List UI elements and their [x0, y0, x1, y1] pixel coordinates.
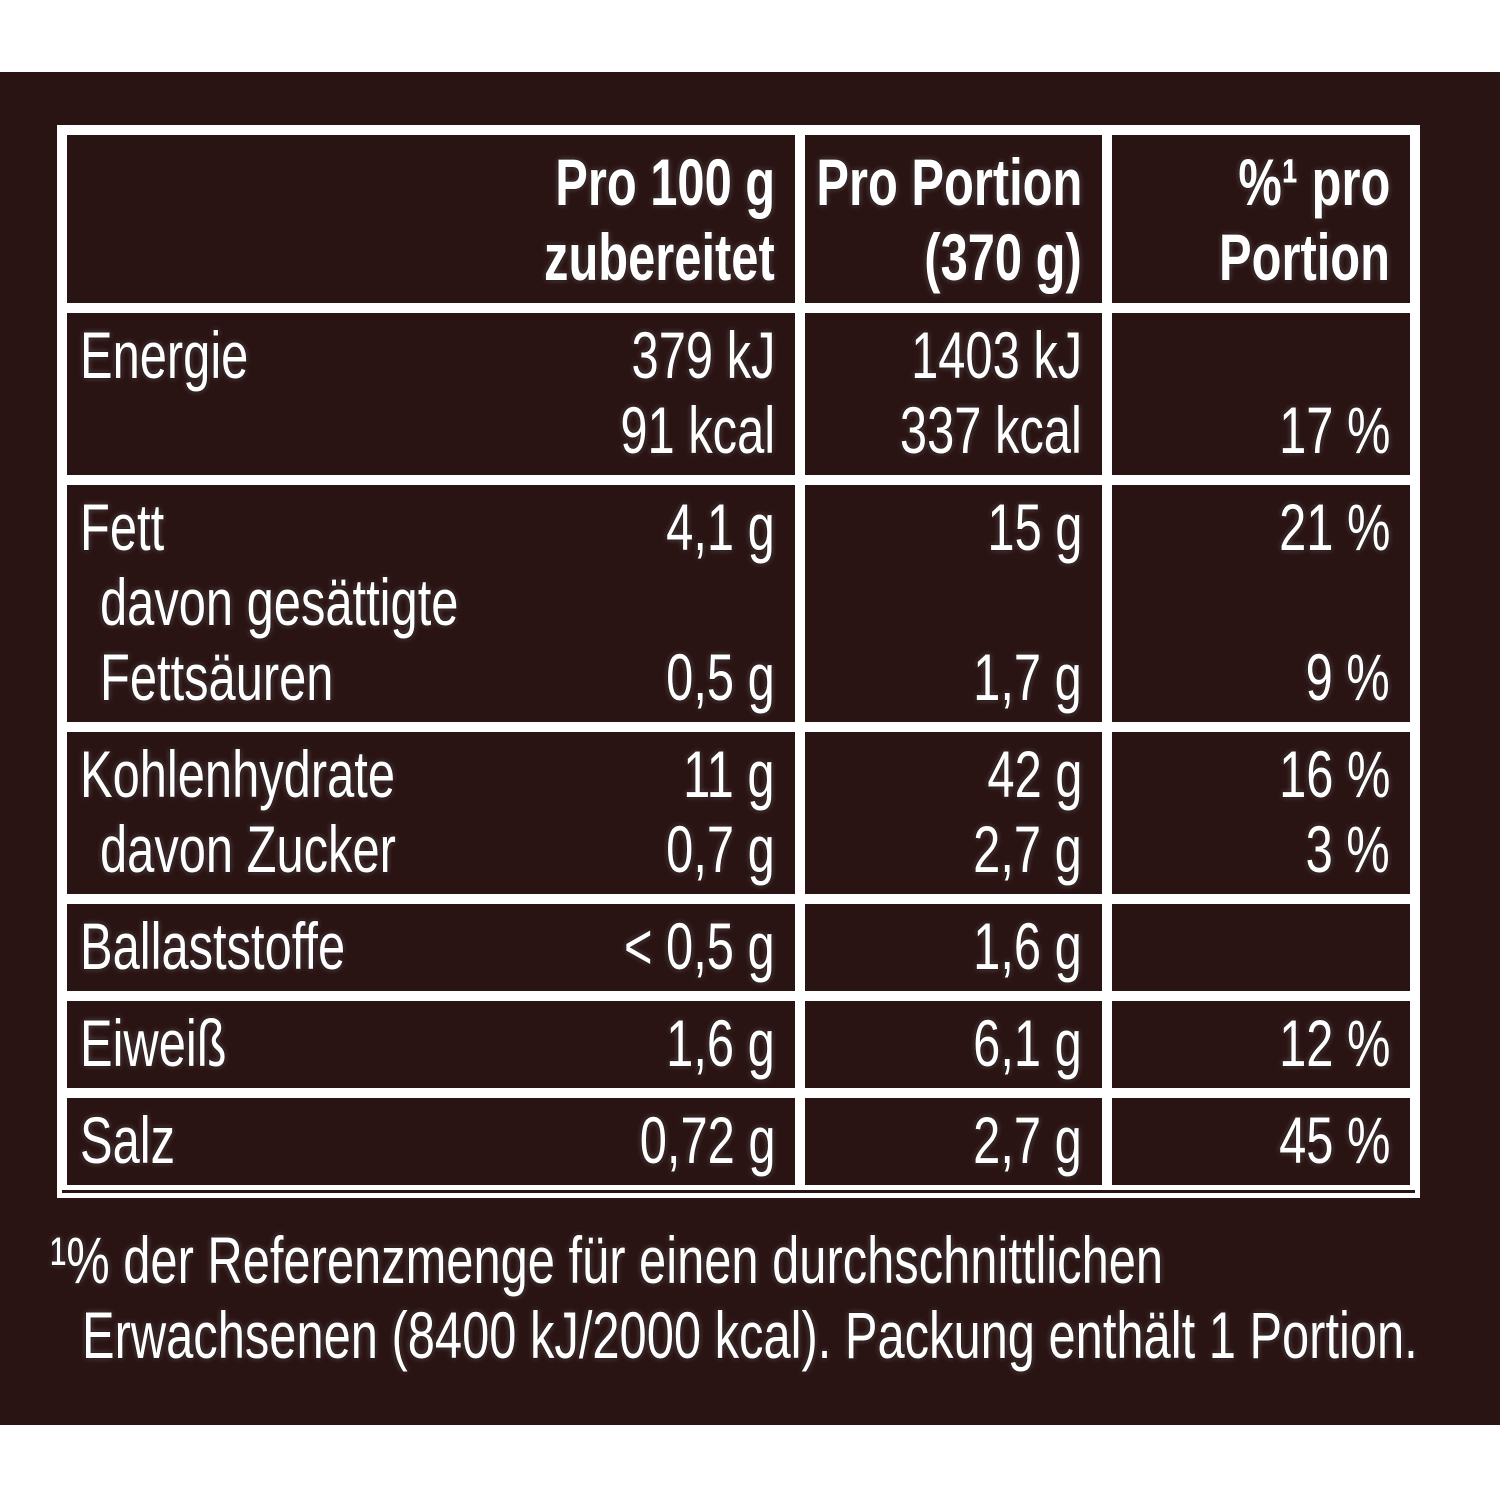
- nutrient-value: 0,5 g: [666, 640, 775, 714]
- nutrient-value: 1,6 g: [973, 909, 1082, 983]
- table-cell: [800, 899, 1107, 996]
- nutrient-value: 1403 kJ: [910, 318, 1082, 392]
- table-cell: [1107, 480, 1415, 727]
- nutrient-label: davon Zucker: [100, 812, 396, 886]
- table-cell: [62, 727, 800, 899]
- column-header: Portion: [1219, 220, 1390, 294]
- nutrient-value: 2,7 g: [973, 812, 1082, 886]
- nutrient-value: < 0,5 g: [624, 909, 775, 983]
- nutrient-label: Energie: [80, 318, 249, 392]
- table-cell: [62, 308, 800, 480]
- table-cell: [62, 480, 800, 727]
- table-cell: [800, 308, 1107, 480]
- nutrient-label: Fett: [80, 490, 165, 564]
- nutrient-value: 12 %: [1278, 1006, 1390, 1080]
- nutrient-value: 2,7 g: [973, 1103, 1082, 1177]
- table-cell: [1107, 727, 1415, 899]
- nutrient-value: 0,7 g: [666, 812, 775, 886]
- nutrient-value: 9 %: [1305, 640, 1390, 714]
- nutrient-label: Kohlenhydrate: [80, 737, 395, 811]
- nutrient-value: 379 kJ: [631, 318, 775, 392]
- nutrient-value: 21 %: [1278, 490, 1390, 564]
- table-border: [57, 125, 1420, 1198]
- nutrient-value: 6,1 g: [973, 1006, 1082, 1080]
- table-cell: [1107, 899, 1415, 996]
- table-cell: [800, 480, 1107, 727]
- nutrient-label: Eiweiß: [80, 1006, 227, 1080]
- column-header: Pro Portion: [816, 145, 1082, 219]
- table-cell: [1107, 130, 1415, 308]
- table-cell: [800, 130, 1107, 308]
- table-cell: [1107, 308, 1415, 480]
- table-cell: [62, 1093, 800, 1190]
- column-header: Pro 100 g: [555, 145, 775, 219]
- footnote: ¹% der Referenzmenge für einen durchschn…: [50, 1223, 1164, 1297]
- table-cell: [62, 996, 800, 1093]
- nutrient-value: 4,1 g: [666, 490, 775, 564]
- nutrient-value: 15 g: [986, 490, 1082, 564]
- column-header: (370 g): [924, 220, 1082, 294]
- nutrient-value: 1,7 g: [973, 640, 1082, 714]
- column-header: %¹ pro: [1238, 145, 1390, 219]
- nutrient-value: 91 kcal: [620, 393, 775, 467]
- table-cell: [800, 996, 1107, 1093]
- nutrient-value: 11 g: [683, 737, 775, 811]
- footnote: Erwachsenen (8400 kJ/2000 kcal). Packung…: [82, 1298, 1418, 1372]
- table-cell: [800, 727, 1107, 899]
- nutrient-value: 337 kcal: [900, 393, 1082, 467]
- table-cell: [62, 899, 800, 996]
- nutrient-label: Fettsäuren: [100, 640, 334, 714]
- nutrient-label: davon gesättigte: [100, 565, 459, 639]
- nutrient-value: 45 %: [1278, 1103, 1390, 1177]
- nutrient-value: 16 %: [1278, 737, 1390, 811]
- table-cell: [1107, 1093, 1415, 1190]
- nutrient-value: 1,6 g: [666, 1006, 775, 1080]
- nutrient-label: Salz: [80, 1103, 176, 1177]
- nutrient-value: 0,72 g: [639, 1103, 775, 1177]
- table-cell: [1107, 996, 1415, 1093]
- table-cell: [800, 1093, 1107, 1190]
- column-header: zubereitet: [544, 220, 775, 294]
- label-panel: [0, 72, 1500, 1425]
- table-cell: [62, 130, 800, 308]
- nutrient-value: 42 g: [986, 737, 1082, 811]
- nutrient-value: 3 %: [1305, 812, 1390, 886]
- nutrient-value: 17 %: [1278, 393, 1390, 467]
- nutrient-label: Ballaststoffe: [80, 909, 346, 983]
